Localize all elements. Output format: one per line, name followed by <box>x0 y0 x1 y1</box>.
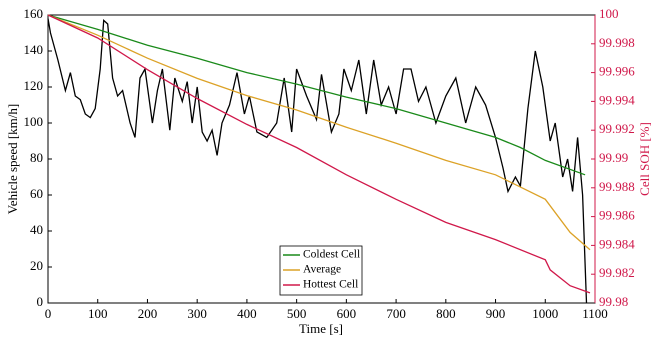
y2-tick-label: 99.996 <box>599 64 635 79</box>
y2-axis-label: Cell SOH [%] <box>637 122 652 196</box>
y-tick-label: 120 <box>24 78 44 93</box>
y2-tick-label: 99.994 <box>599 92 635 107</box>
x-tick-label: 500 <box>287 306 307 321</box>
x-tick-label: 300 <box>187 306 207 321</box>
legend-label: Average <box>303 264 341 276</box>
series-line <box>47 14 591 294</box>
y-tick-label: 100 <box>24 114 44 129</box>
x-tick-label: 700 <box>386 306 406 321</box>
series-line <box>47 18 588 304</box>
x-tick-label: 0 <box>45 306 52 321</box>
y2-tick-label: 99.982 <box>599 265 635 280</box>
y2-tick-label: 99.998 <box>599 35 635 50</box>
y-tick-label: 40 <box>30 222 43 237</box>
y2-tick-label: 99.992 <box>599 121 635 136</box>
y2-tick-label: 99.988 <box>599 179 635 194</box>
x-tick-label: 100 <box>88 306 108 321</box>
y2-tick-label: 99.98 <box>599 294 628 309</box>
x-tick-label: 1100 <box>582 306 608 321</box>
y-tick-label: 160 <box>24 6 44 21</box>
legend-label: Hottest Cell <box>303 279 358 291</box>
y-tick-label: 20 <box>30 258 43 273</box>
x-tick-label: 900 <box>486 306 506 321</box>
x-axis-label: Time [s] <box>299 321 343 336</box>
series-line <box>47 14 586 176</box>
y-axis-label: Vehicle speed [km/h] <box>5 104 20 214</box>
y2-tick-label: 99.986 <box>599 208 635 223</box>
x-tick-label: 600 <box>337 306 357 321</box>
y-tick-label: 140 <box>24 42 44 57</box>
y2-tick-label: 99.99 <box>599 150 628 165</box>
y-tick-label: 0 <box>37 294 44 309</box>
y2-tick-label: 99.984 <box>599 236 635 251</box>
x-tick-label: 400 <box>237 306 257 321</box>
x-tick-label: 800 <box>436 306 456 321</box>
legend-label: Coldest Cell <box>303 249 360 261</box>
series-line <box>47 14 591 251</box>
x-tick-label: 1000 <box>532 306 558 321</box>
x-tick-label: 200 <box>138 306 158 321</box>
y-tick-label: 60 <box>30 186 43 201</box>
y-tick-label: 80 <box>30 150 43 165</box>
y2-tick-label: 100 <box>599 6 619 21</box>
